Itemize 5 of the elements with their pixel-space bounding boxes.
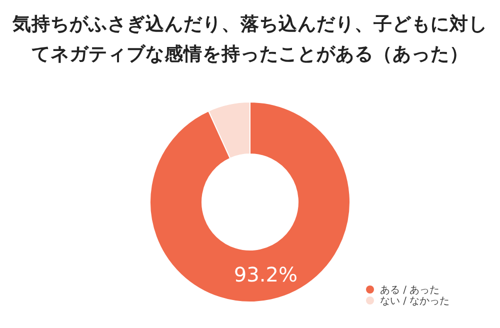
chart-title: 気持ちがふさぎ込んだり、落ち込んだり、子どもに対してネガティブな感情を持ったことがある（あった） xyxy=(11,12,488,67)
data-label: 93.2% xyxy=(234,262,298,286)
donut-slice xyxy=(150,102,350,302)
legend-label: ない / なかった xyxy=(380,296,450,307)
legend-label: ある / あった xyxy=(380,285,440,296)
